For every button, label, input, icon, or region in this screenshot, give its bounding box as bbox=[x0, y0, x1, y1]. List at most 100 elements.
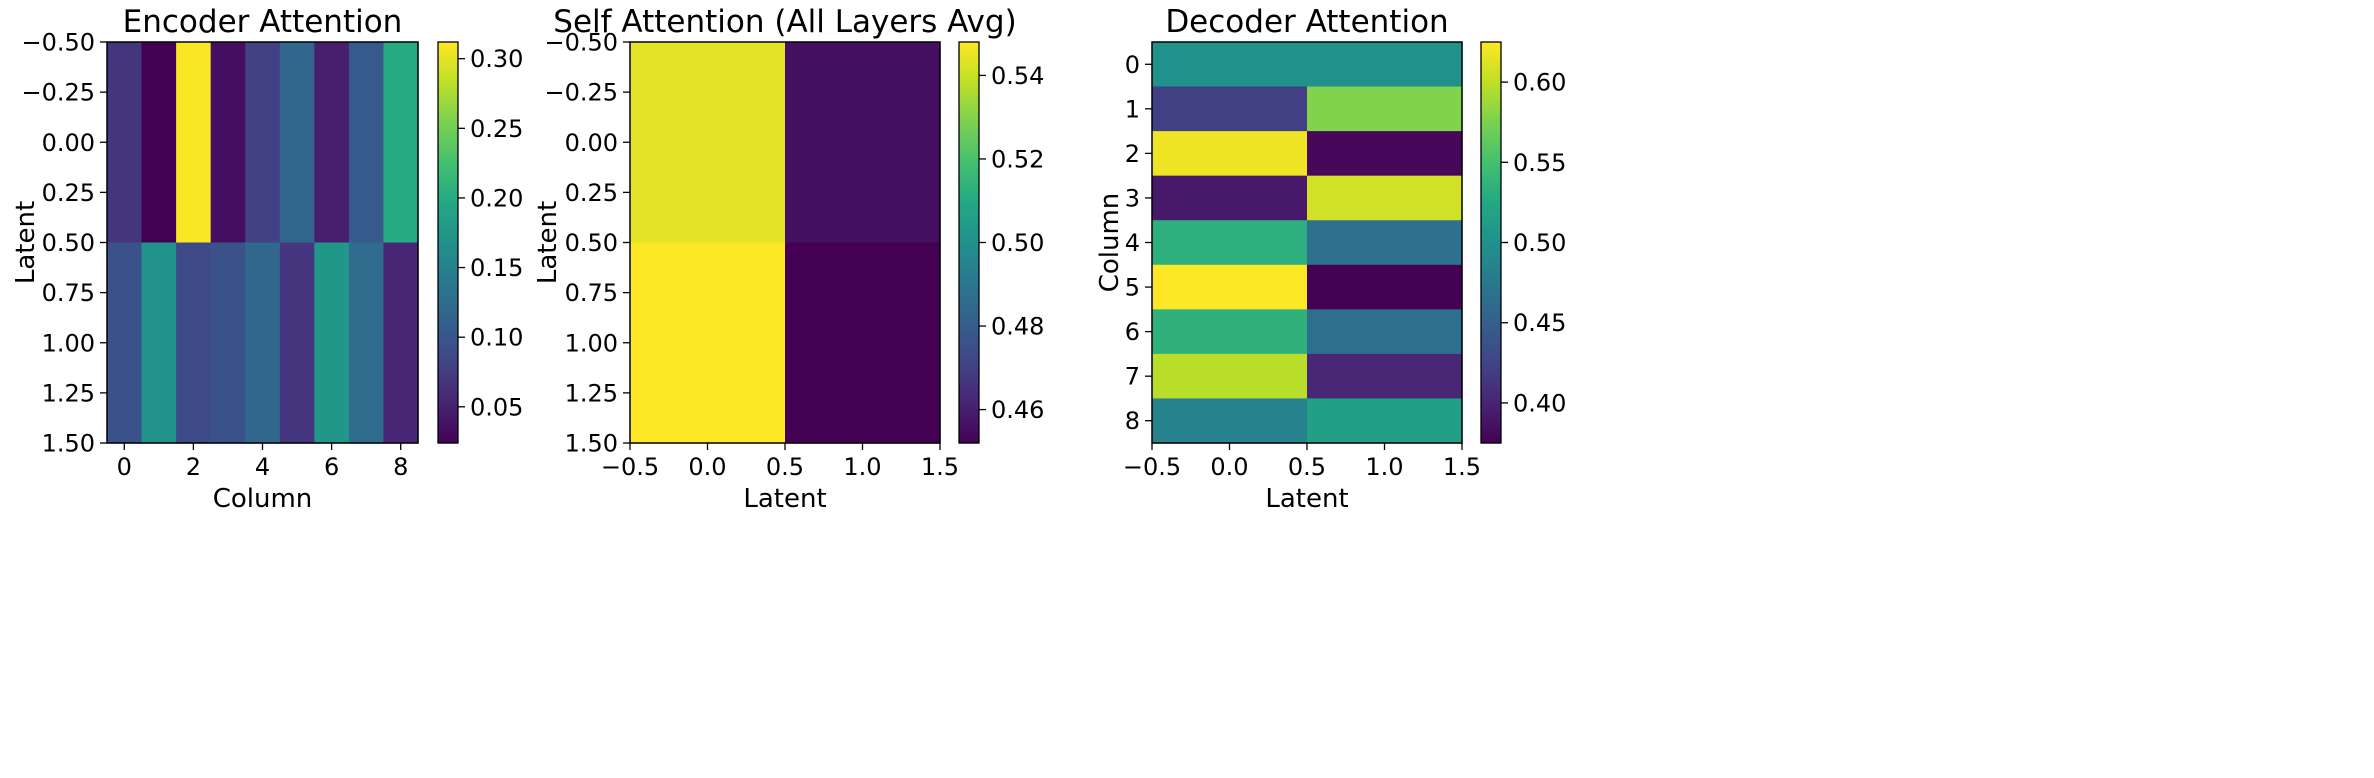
colorbar-segment bbox=[959, 260, 979, 264]
colorbar-segment bbox=[438, 234, 458, 239]
colorbar-segment bbox=[438, 159, 458, 163]
heatmap-cell bbox=[1307, 309, 1463, 355]
colorbar-tick-label: 0.05 bbox=[470, 393, 523, 421]
colorbar-segment bbox=[438, 54, 458, 58]
colorbar-segment bbox=[438, 245, 458, 249]
colorbar-segment bbox=[959, 42, 979, 46]
colorbar-segment bbox=[959, 257, 979, 261]
colorbar-segment bbox=[438, 207, 458, 211]
colorbar-segment bbox=[1481, 440, 1501, 444]
colorbar-segment bbox=[438, 292, 458, 296]
colorbar-segment bbox=[438, 395, 458, 399]
colorbar-segment bbox=[438, 377, 458, 381]
colorbar-segment bbox=[438, 307, 458, 311]
y-tick-label: 0.50 bbox=[565, 229, 618, 257]
heatmap-cell bbox=[314, 42, 350, 244]
colorbar-segment bbox=[959, 405, 979, 409]
x-tick-label: 0.5 bbox=[766, 453, 804, 481]
colorbar-segment bbox=[1481, 204, 1501, 209]
colorbar-segment bbox=[959, 229, 979, 234]
colorbar-segment bbox=[959, 49, 979, 53]
colorbar-segment bbox=[438, 232, 458, 236]
colorbar-segment bbox=[1481, 362, 1501, 366]
colorbar-segment bbox=[438, 360, 458, 364]
colorbar-segment bbox=[1481, 435, 1501, 439]
x-ticks: −0.5 0.0 0.5 1.0 1.5 bbox=[1123, 443, 1481, 481]
heatmap-cell bbox=[1307, 353, 1463, 400]
colorbar-segment bbox=[959, 239, 979, 244]
colorbar-segment bbox=[959, 77, 979, 81]
colorbar-segment bbox=[1481, 177, 1501, 181]
colorbar-segment bbox=[959, 189, 979, 193]
colorbar-segment bbox=[438, 224, 458, 229]
colorbar-segment bbox=[438, 270, 458, 274]
colorbar-segment bbox=[1481, 239, 1501, 244]
colorbar-segment bbox=[1481, 74, 1501, 78]
colorbar-segment bbox=[1481, 307, 1501, 311]
colorbar-segment bbox=[1481, 77, 1501, 81]
colorbar-segment bbox=[1481, 117, 1501, 121]
colorbar-segment bbox=[438, 430, 458, 434]
colorbar-segment bbox=[1481, 164, 1501, 168]
colorbar-segment bbox=[438, 227, 458, 231]
heatmap-cell bbox=[107, 42, 143, 244]
colorbar-segment bbox=[1481, 360, 1501, 364]
colorbar-segment bbox=[959, 367, 979, 371]
colorbar-segment bbox=[438, 267, 458, 271]
colorbar-segment bbox=[1481, 410, 1501, 414]
colorbar-segment bbox=[438, 127, 458, 131]
colorbar-segment bbox=[959, 422, 979, 427]
colorbar-segment bbox=[1481, 380, 1501, 384]
colorbar-segment bbox=[438, 380, 458, 384]
colorbar-segment bbox=[959, 54, 979, 58]
colorbar-segment bbox=[438, 147, 458, 151]
y-tick-label: 0.00 bbox=[42, 129, 95, 157]
colorbar-segment bbox=[1481, 167, 1501, 171]
y-ticks: −0.50 −0.25 0.00 0.25 0.50 0.75 1.00 1.25 1.50 bbox=[21, 29, 107, 458]
colorbar-segment bbox=[959, 417, 979, 422]
colorbar-segment bbox=[1481, 137, 1501, 141]
colorbar-segment bbox=[438, 402, 458, 407]
colorbar-segment bbox=[1481, 320, 1501, 324]
colorbar-segment bbox=[1481, 82, 1501, 86]
colorbar-segment bbox=[438, 257, 458, 261]
x-ticks: 0 2 4 6 8 bbox=[117, 443, 408, 481]
colorbar-segment bbox=[1481, 397, 1501, 401]
colorbar-segment bbox=[959, 402, 979, 407]
colorbar-segment bbox=[438, 325, 458, 329]
colorbar-segment bbox=[1481, 142, 1501, 146]
colorbar-segment bbox=[438, 134, 458, 138]
colorbar-segment bbox=[438, 82, 458, 86]
colorbar-segment bbox=[959, 277, 979, 281]
colorbar-segment bbox=[959, 255, 979, 259]
colorbar-segment bbox=[438, 239, 458, 244]
colorbar-segment bbox=[959, 425, 979, 429]
colorbar-segment bbox=[959, 430, 979, 434]
colorbar-segment bbox=[959, 297, 979, 301]
colorbar-segment bbox=[438, 305, 458, 309]
colorbar-segment bbox=[959, 395, 979, 399]
y-tick-label: 4 bbox=[1125, 229, 1140, 257]
colorbar-segment bbox=[1481, 287, 1501, 291]
heatmap-cell bbox=[1152, 398, 1308, 444]
colorbar-segment bbox=[959, 219, 979, 224]
colorbar-segment bbox=[959, 117, 979, 121]
y-tick-label: 2 bbox=[1125, 140, 1140, 168]
colorbar-segment bbox=[1481, 277, 1501, 281]
colorbar-segment bbox=[438, 300, 458, 304]
y-axis-label: Latent bbox=[11, 201, 41, 284]
colorbar-segment bbox=[438, 287, 458, 291]
colorbar-segment bbox=[1481, 282, 1501, 286]
colorbar-segment bbox=[1481, 49, 1501, 53]
colorbar-segment bbox=[438, 72, 458, 76]
colorbar-segment bbox=[1481, 109, 1501, 113]
colorbar-segment bbox=[959, 275, 979, 279]
colorbar-segment bbox=[438, 154, 458, 158]
colorbar-segment bbox=[959, 127, 979, 131]
colorbar-segment bbox=[438, 382, 458, 386]
y-tick-label: −0.50 bbox=[21, 29, 95, 57]
colorbar-segment bbox=[959, 300, 979, 304]
heatmap-cell bbox=[1152, 264, 1308, 310]
colorbar-segment bbox=[959, 237, 979, 241]
colorbar-tick-label: 0.55 bbox=[1513, 149, 1566, 177]
